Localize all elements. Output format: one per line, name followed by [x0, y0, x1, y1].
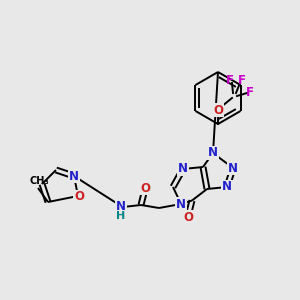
- Text: O: O: [74, 190, 84, 203]
- Text: F: F: [238, 74, 246, 86]
- Text: N: N: [116, 200, 126, 212]
- Text: O: O: [183, 211, 193, 224]
- Text: O: O: [213, 103, 223, 116]
- Text: O: O: [140, 182, 150, 194]
- Text: CH₃: CH₃: [29, 176, 49, 186]
- Text: N: N: [178, 163, 188, 176]
- Text: H: H: [116, 211, 126, 221]
- Text: F: F: [246, 85, 254, 98]
- Text: F: F: [226, 74, 234, 86]
- Text: N: N: [228, 161, 238, 175]
- Text: N: N: [208, 146, 218, 160]
- Text: N: N: [176, 197, 186, 211]
- Text: N: N: [69, 169, 79, 182]
- Text: N: N: [222, 181, 232, 194]
